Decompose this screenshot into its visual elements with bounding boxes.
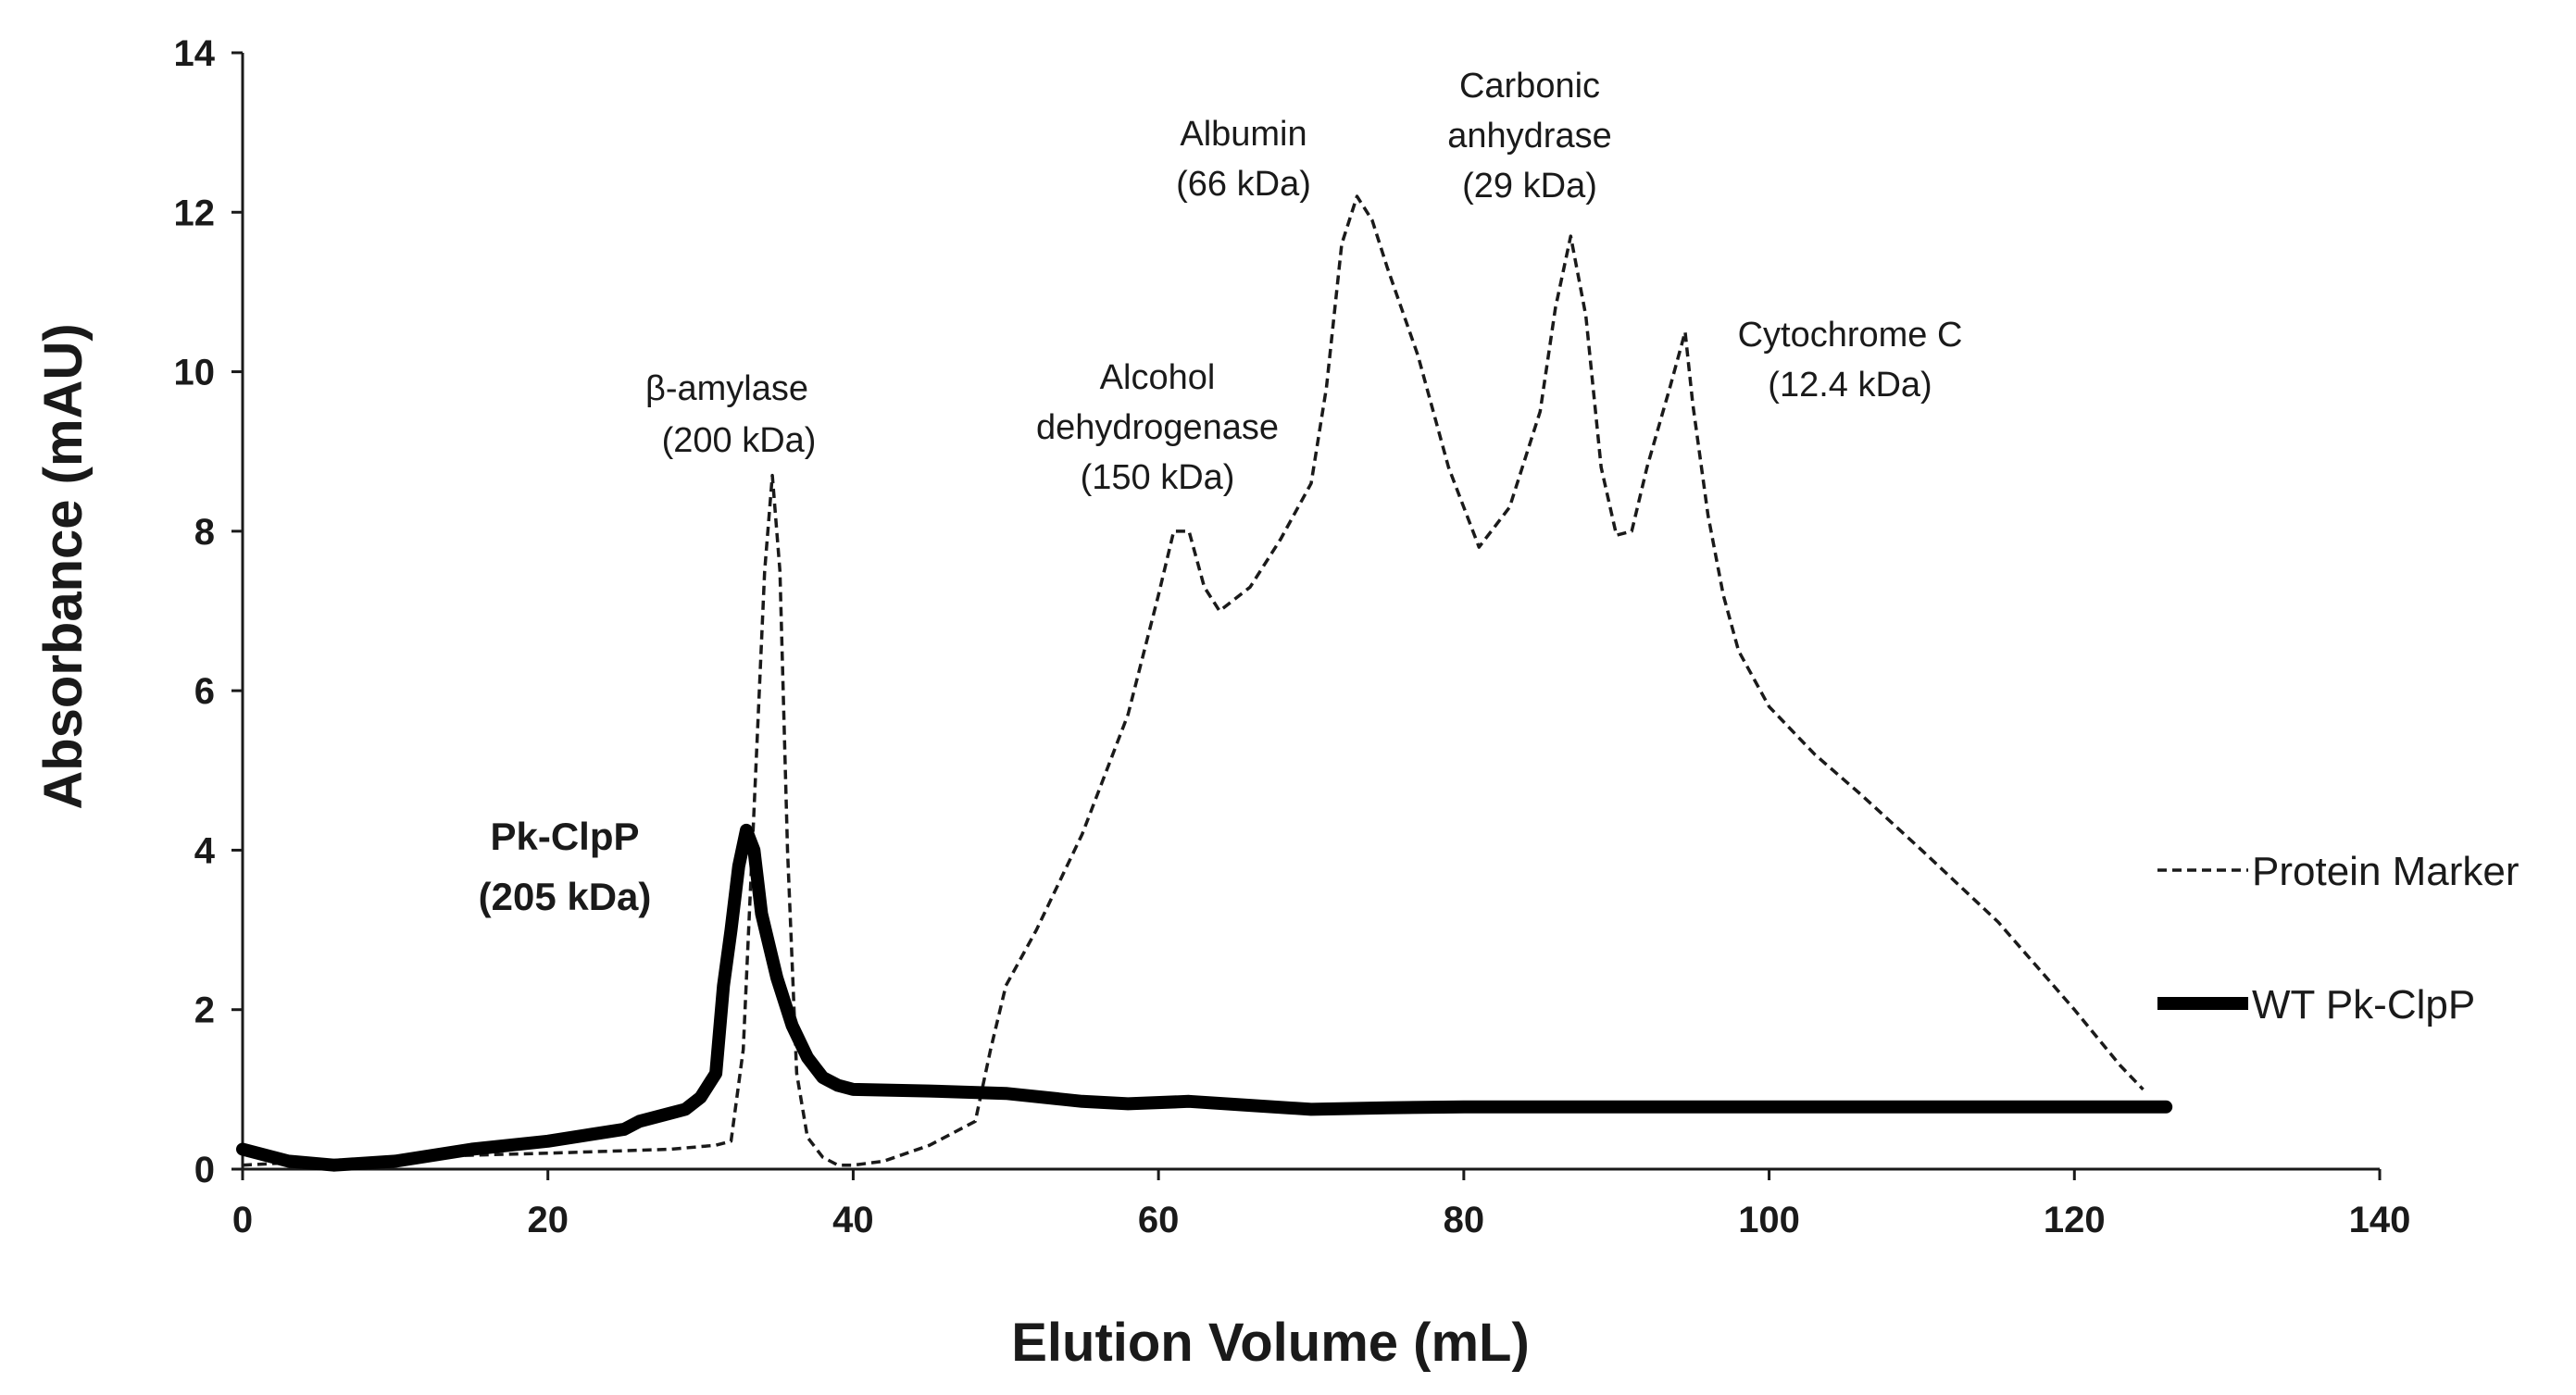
annotation-cytochrome-c: Cytochrome C (12.4 kDa)	[1738, 316, 1963, 405]
y-tick-label: 8	[194, 512, 215, 553]
annotation-line: (12.4 kDa)	[1768, 366, 1932, 405]
x-tick-label: 80	[1444, 1200, 1485, 1240]
legend-label-wt-pk-clpp: WT Pk-ClpP	[2252, 982, 2475, 1028]
y-tick-label: 10	[174, 353, 216, 393]
annotation-line: Carbonic	[1459, 67, 1600, 106]
annotation-line: β-amylase	[645, 369, 808, 408]
annotation-carbonic-anhydrase: Carbonic anhydrase (29 kDa)	[1447, 67, 1611, 206]
annotation-line: Alcohol	[1100, 358, 1216, 397]
x-axis-title: Elution Volume (mL)	[1011, 1313, 1530, 1373]
annotation-line: dehydrogenase	[1036, 408, 1279, 447]
x-tick-label: 0	[232, 1200, 253, 1240]
annotation-line: Pk-ClpP	[490, 815, 639, 858]
y-tick-label: 14	[174, 33, 216, 74]
series-line-wt-pk-clpp	[236, 823, 2173, 1172]
annotation-pk-clpp: Pk-ClpP (205 kDa)	[479, 815, 652, 918]
x-tick-label: 20	[527, 1200, 569, 1240]
annotation-line: Albumin	[1180, 115, 1307, 154]
annotation-beta-amylase: β-amylase (200 kDa)	[645, 369, 816, 460]
series-line-protein-marker	[242, 194, 2145, 1167]
y-tick-label: 2	[194, 990, 215, 1031]
x-tick-label: 100	[1738, 1200, 1800, 1240]
x-tick-label: 120	[2044, 1200, 2106, 1240]
y-tick-label: 12	[174, 193, 216, 233]
x-tick-label: 60	[1138, 1200, 1180, 1240]
annotation-line: (66 kDa)	[1176, 165, 1311, 204]
y-tick-label: 6	[194, 671, 215, 712]
annotation-line: (200 kDa)	[662, 421, 817, 460]
y-axis-title: Absorbance (mAU)	[33, 323, 94, 809]
legend-label-protein-marker: Protein Marker	[2252, 849, 2520, 894]
annotation-alcohol-dehydrogenase: Alcohol dehydrogenase (150 kDa)	[1036, 358, 1279, 497]
annotation-line: (150 kDa)	[1081, 458, 1235, 497]
annotation-line: anhydrase	[1447, 117, 1611, 156]
annotation-line: (205 kDa)	[479, 875, 652, 918]
annotation-line: (29 kDa)	[1462, 167, 1597, 206]
annotation-line: Cytochrome C	[1738, 316, 1963, 355]
annotation-albumin: Albumin (66 kDa)	[1176, 115, 1311, 204]
y-tick-label: 4	[194, 830, 216, 871]
series-layer	[236, 194, 2173, 1172]
x-tick-label: 140	[2349, 1200, 2411, 1240]
axes: 0 20 40 60 80 100 120 140 0 2 4 6 8 10 12 14	[174, 33, 2411, 1240]
legend: Protein Marker WT Pk-ClpP	[2157, 849, 2520, 1028]
y-tick-label: 0	[194, 1150, 215, 1190]
x-tick-label: 40	[832, 1200, 874, 1240]
